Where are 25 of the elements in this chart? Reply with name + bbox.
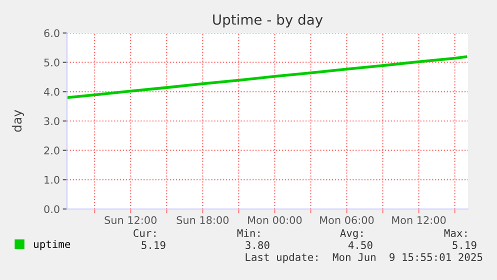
chart-title: Uptime - by day xyxy=(213,14,323,28)
text: 3.80 xyxy=(246,241,270,250)
y-tick-label: 2.0 xyxy=(44,146,60,154)
x-tick-label: Sun 12:00 xyxy=(104,216,157,224)
text: Avg: xyxy=(340,229,362,240)
text: Cur: xyxy=(134,229,156,238)
y-tick-label: 1.0 xyxy=(44,176,60,184)
x-tick-label: Sun 18:00 xyxy=(176,216,229,224)
text: 4.50 xyxy=(348,241,372,250)
y-tick-label: 0.0 xyxy=(44,205,60,214)
y-tick-label: 5.0 xyxy=(44,58,60,66)
y-tick-label: 6.0 xyxy=(44,29,60,38)
y-axis-title: day xyxy=(12,110,24,132)
text: Min: xyxy=(237,228,260,237)
x-tick-label: Mon 06:00 xyxy=(320,216,374,224)
text: 5.19 xyxy=(452,241,476,250)
y-tick-label: 4.0 xyxy=(44,88,60,96)
line-series xyxy=(67,55,468,99)
text: Max: xyxy=(444,229,466,238)
x-tick-label: Mon 12:00 xyxy=(392,216,446,224)
y-tick-label: 3.0 xyxy=(44,117,60,126)
text: 5.19 xyxy=(142,241,166,250)
text: Last update: Mon Jun 9 15:55:01 2025 xyxy=(246,252,482,264)
x-tick-label: Mon 00:00 xyxy=(248,216,302,224)
legend-label: uptime xyxy=(34,240,70,250)
